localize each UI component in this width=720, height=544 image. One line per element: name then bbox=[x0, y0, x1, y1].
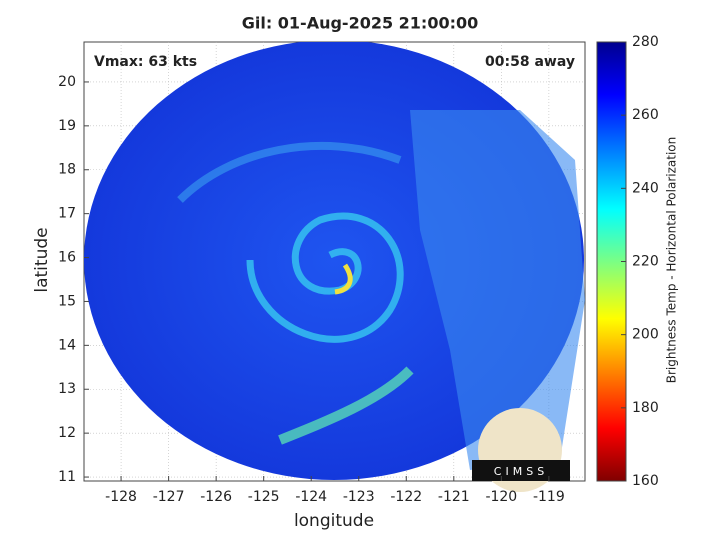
y-tick-label: 15 bbox=[58, 293, 76, 309]
x-axis-label: longitude bbox=[294, 511, 374, 531]
colorbar-tick-label: 240 bbox=[632, 180, 659, 196]
annotation: Vmax: 63 kts bbox=[94, 54, 197, 70]
colorbar-tick-label: 280 bbox=[632, 34, 659, 50]
colorbar-label: Brightness Temp - Horizontal Polarizatio… bbox=[665, 137, 679, 384]
y-tick-label: 18 bbox=[58, 162, 76, 178]
chart-title: Gil: 01-Aug-2025 21:00:00 bbox=[242, 14, 479, 33]
y-axis-label: latitude bbox=[32, 227, 52, 292]
y-tick-label: 12 bbox=[58, 425, 76, 441]
y-tick-label: 11 bbox=[58, 469, 76, 485]
annotation: 00:58 away bbox=[485, 54, 575, 70]
y-tick-label: 17 bbox=[58, 206, 76, 222]
colorbar-tick-label: 260 bbox=[632, 107, 659, 123]
y-tick-label: 16 bbox=[58, 250, 76, 266]
x-tick-label: -121 bbox=[438, 489, 470, 505]
x-tick-label: -125 bbox=[248, 489, 280, 505]
x-tick-label: -126 bbox=[200, 489, 232, 505]
colorbar-tick-label: 200 bbox=[632, 327, 659, 343]
x-tick-label: -127 bbox=[153, 489, 185, 505]
colorbar-tick-label: 220 bbox=[632, 254, 659, 270]
y-tick-label: 13 bbox=[58, 381, 76, 397]
x-tick-label: -120 bbox=[485, 489, 517, 505]
x-tick-label: -124 bbox=[295, 489, 327, 505]
colorbar-tick-label: 160 bbox=[632, 473, 659, 489]
x-tick-label: -123 bbox=[343, 489, 375, 505]
x-tick-label: -128 bbox=[105, 489, 137, 505]
y-tick-label: 20 bbox=[58, 74, 76, 90]
logo-text: CIMSS bbox=[494, 465, 548, 478]
y-tick-label: 14 bbox=[58, 337, 76, 353]
y-tick-label: 19 bbox=[58, 118, 76, 134]
logo: CIMSS bbox=[472, 408, 570, 492]
x-tick-label: -119 bbox=[533, 489, 565, 505]
x-tick-label: -122 bbox=[390, 489, 422, 505]
colorbar-tick-label: 180 bbox=[632, 400, 659, 416]
swath-image bbox=[84, 42, 585, 480]
